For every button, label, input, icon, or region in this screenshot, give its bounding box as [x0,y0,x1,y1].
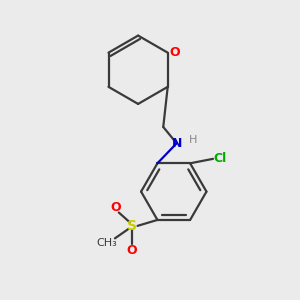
Text: O: O [127,244,137,257]
Text: O: O [169,46,180,59]
Text: H: H [189,135,197,145]
Text: CH₃: CH₃ [96,238,117,248]
Text: Cl: Cl [213,152,226,165]
Text: S: S [127,219,137,233]
Text: O: O [110,201,121,214]
Text: N: N [171,137,182,150]
